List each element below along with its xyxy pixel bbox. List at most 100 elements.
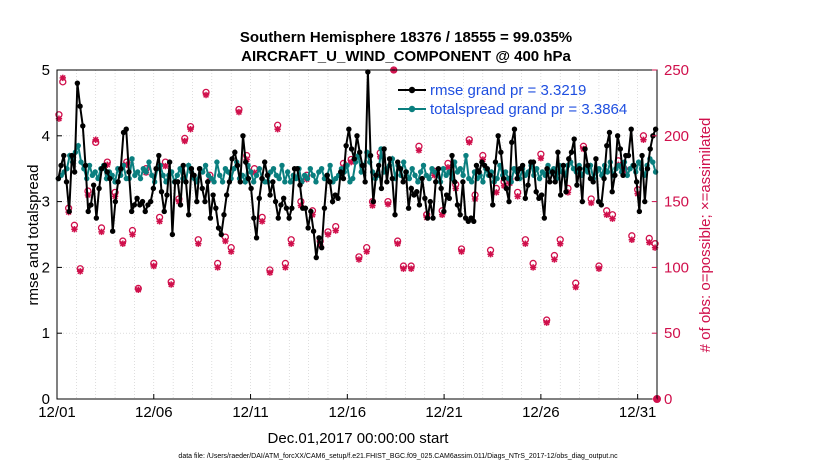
totalspread-point xyxy=(253,172,260,178)
rmse-point xyxy=(522,195,529,202)
rmse-point xyxy=(441,208,447,215)
rmse-point xyxy=(525,182,531,188)
rmse-point xyxy=(384,179,390,185)
rmse-point xyxy=(126,169,132,175)
rmse-point xyxy=(639,152,645,159)
rmse-point xyxy=(365,69,371,75)
rmse-point xyxy=(563,189,569,195)
obs-assimilated-marker xyxy=(119,240,127,247)
totalspread-point xyxy=(256,166,263,172)
rmse-point xyxy=(158,189,165,195)
rmse-point xyxy=(381,146,387,152)
x-tick-label: 12/21 xyxy=(425,404,463,421)
rmse-point xyxy=(177,202,184,208)
rmse-point xyxy=(115,179,121,185)
obs-assimilated-marker xyxy=(557,240,564,247)
rmse-point xyxy=(395,159,401,165)
totalspread-point xyxy=(307,166,314,172)
rmse-point xyxy=(397,166,404,172)
totalspread-point xyxy=(426,175,432,182)
rmse-point xyxy=(340,175,347,182)
rmse-point xyxy=(259,175,265,182)
obs-assimilated-marker xyxy=(595,265,603,272)
totalspread-point xyxy=(502,169,509,175)
rmse-point xyxy=(511,126,518,132)
rmse-point xyxy=(351,156,357,162)
rmse-point xyxy=(403,169,409,175)
rmse-point xyxy=(609,189,615,195)
rmse-point xyxy=(131,202,138,208)
obs-assimilated-marker xyxy=(77,268,84,275)
rmse-point xyxy=(625,152,632,159)
totalspread-point xyxy=(635,159,642,165)
totalspread-point xyxy=(604,169,611,175)
rmse-point xyxy=(55,175,62,182)
rmse-point xyxy=(139,198,146,205)
rmse-point xyxy=(275,215,281,221)
totalspread-point xyxy=(129,156,135,162)
y-axis-left: 0 1 2 3 4 5 xyxy=(42,62,62,408)
rmse-point xyxy=(240,133,246,139)
rmse-point xyxy=(642,198,648,205)
rmse-point xyxy=(490,202,496,208)
totalspread-point xyxy=(480,179,486,185)
rmse-point xyxy=(484,166,491,172)
x-tick-label: 12/06 xyxy=(135,404,173,421)
rmse-point xyxy=(500,175,507,182)
y2-axis-label: # of obs: o=possible; ×=assimilated xyxy=(697,118,714,353)
rmse-point xyxy=(359,162,366,169)
chart-subtitle: AIRCRAFT_U_WIND_COMPONENT @ 400 hPa xyxy=(241,48,571,65)
rmse-point xyxy=(319,244,325,251)
totalspread-point xyxy=(149,172,155,178)
rmse-point xyxy=(74,80,81,86)
rmse-point xyxy=(232,149,238,155)
rmse-point xyxy=(400,179,406,185)
totalspread-point xyxy=(412,172,418,178)
obs-assimilated-marker xyxy=(92,136,99,143)
totalspread-point xyxy=(92,169,98,175)
rmse-point xyxy=(191,172,197,178)
rmse-point xyxy=(272,198,279,205)
rmse-point xyxy=(419,175,425,182)
rmse-point xyxy=(335,195,341,202)
obs-assimilated-marker xyxy=(603,211,610,218)
rmse-point xyxy=(324,172,330,178)
rmse-point xyxy=(614,133,621,139)
data-file-footer: data file: /Users/raeder/DAI/ATM_forcXX/… xyxy=(178,453,618,460)
obs-assimilated-marker xyxy=(266,269,274,276)
rmse-point xyxy=(346,126,352,132)
obs-assimilated-marker xyxy=(487,251,494,258)
totalspread-point xyxy=(536,175,543,182)
x-tick-label: 12/31 xyxy=(619,404,657,421)
rmse-point xyxy=(218,231,224,238)
rmse-point xyxy=(188,166,195,172)
rmse-point xyxy=(289,205,295,211)
rmse-point xyxy=(147,198,154,205)
obs-assimilated-marker xyxy=(332,227,339,234)
totalspread-point xyxy=(217,172,223,178)
rmse-point xyxy=(153,166,159,172)
obs-assimilated-marker xyxy=(444,164,452,171)
totalspread-point xyxy=(457,166,464,172)
obs-assimilated-marker xyxy=(135,286,142,293)
totalspread-point xyxy=(534,166,540,172)
totalspread-point xyxy=(624,172,630,178)
rmse-point xyxy=(362,179,368,185)
rmse-point xyxy=(63,179,70,185)
rmse-point xyxy=(180,162,186,169)
rmse-point xyxy=(503,185,510,192)
totalspread-point xyxy=(78,159,84,165)
rmse-point xyxy=(644,166,651,172)
rmse-point xyxy=(590,179,596,185)
rmse-point xyxy=(286,215,292,221)
rmse-point xyxy=(392,212,398,218)
totalspread-point xyxy=(134,169,141,175)
obs-assimilated-marker xyxy=(458,248,465,255)
rmse-point xyxy=(617,146,624,152)
totalspread-point xyxy=(143,169,149,175)
rmse-point xyxy=(430,215,436,221)
totalspread-point xyxy=(327,162,333,169)
totalspread-point xyxy=(270,166,277,172)
rmse-point xyxy=(422,195,428,202)
y2-tick-label: 200 xyxy=(664,128,689,145)
